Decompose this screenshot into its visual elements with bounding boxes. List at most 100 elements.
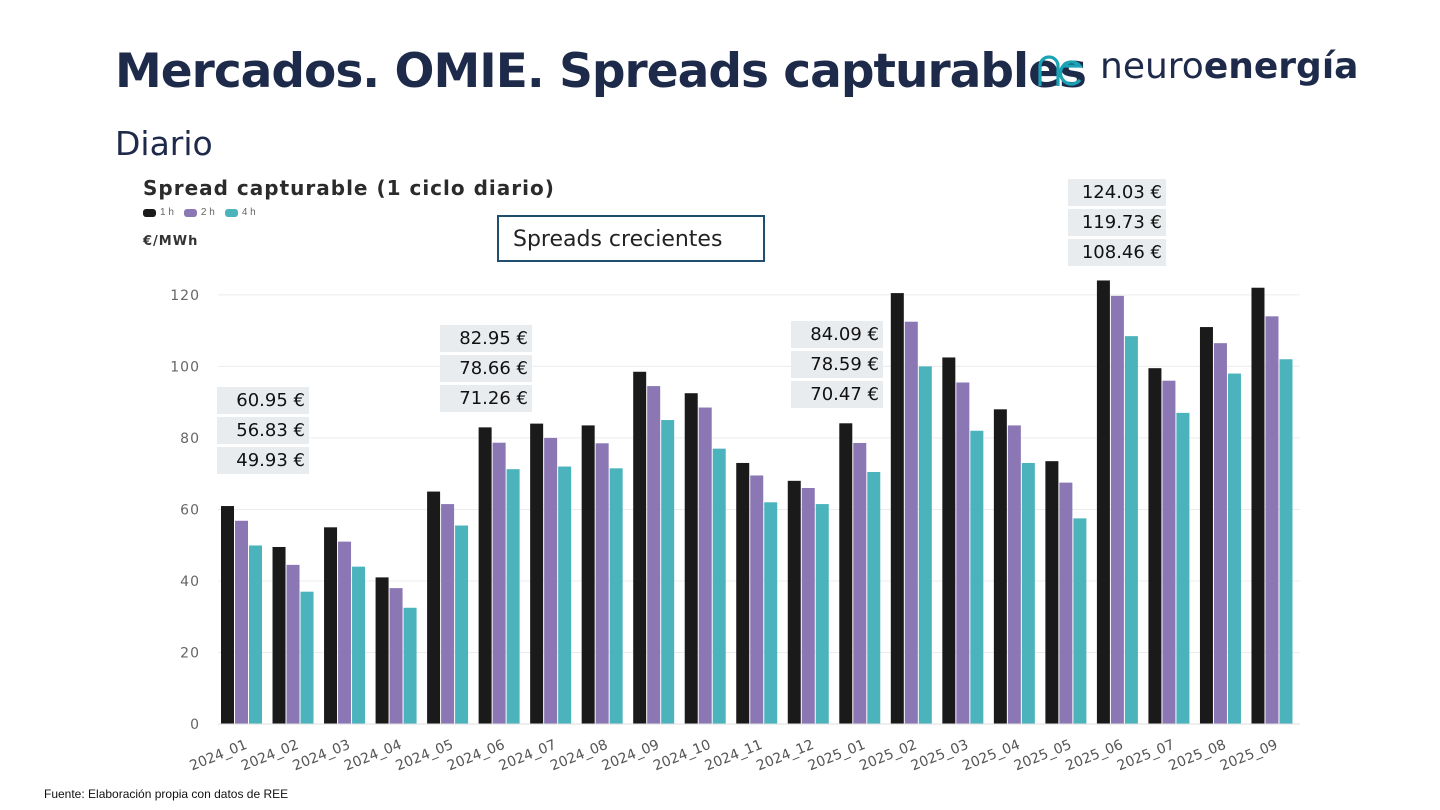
bar-2024_02-2h <box>286 564 300 724</box>
brand-wordmark-bold: energía <box>1203 46 1359 87</box>
spreads-crecientes-callout: Spreads crecientes <box>497 215 765 262</box>
x-tick-label: 2025_02 <box>857 737 919 774</box>
bar-2025_08-2h <box>1213 343 1227 724</box>
x-tick-label: 2024_04 <box>342 737 404 775</box>
bar-2024_09-1h <box>633 371 647 724</box>
legend-label-4h: 4 h <box>241 207 256 218</box>
bar-2025_03-2h <box>956 382 970 724</box>
value-label-4h: 49.93 € <box>217 447 309 474</box>
bar-2024_08-4h <box>609 468 623 724</box>
x-tick-label: 2025_07 <box>1115 737 1177 774</box>
bar-2025_01-4h <box>867 471 881 724</box>
bar-2024_12-4h <box>815 504 829 724</box>
bar-2024_08-1h <box>581 425 595 724</box>
value-box-2025-01: 84.09 € 78.59 € 70.47 € <box>791 321 883 411</box>
bar-2024_11-1h <box>736 462 750 724</box>
value-label-1h: 84.09 € <box>791 321 883 348</box>
value-label-1h: 60.95 € <box>217 387 309 414</box>
bar-2024_02-1h <box>272 546 286 724</box>
page-subtitle: Diario <box>115 124 213 163</box>
bar-2024_11-4h <box>764 502 778 724</box>
bar-2025_06-4h <box>1124 336 1138 724</box>
x-tick-label: 2025_05 <box>1012 737 1074 774</box>
value-label-2h: 78.66 € <box>440 355 532 382</box>
x-tick-label: 2024_05 <box>394 737 456 774</box>
x-tick-label: 2025_03 <box>909 737 971 774</box>
bar-2025_06-2h <box>1110 295 1124 724</box>
x-tick-label: 2024_11 <box>703 737 765 774</box>
bar-2024_07-2h <box>544 437 558 724</box>
bar-2024_12-1h <box>787 480 801 724</box>
neuroenergia-logo-icon <box>1038 55 1084 86</box>
bar-2024_05-1h <box>427 491 441 724</box>
value-box-2024-01: 60.95 € 56.83 € 49.93 € <box>217 387 309 477</box>
y-tick-label: 100 <box>170 359 200 375</box>
bar-2025_09-4h <box>1279 359 1293 724</box>
bar-2024_02-4h <box>300 591 314 724</box>
x-tick-label: 2025_09 <box>1218 737 1280 774</box>
bar-2025_07-4h <box>1176 412 1190 724</box>
bar-2025_05-2h <box>1059 482 1073 724</box>
bar-2024_11-2h <box>750 475 764 724</box>
x-tick-label: 2025_06 <box>1063 737 1125 775</box>
bar-2025_04-4h <box>1021 462 1035 724</box>
bar-2025_05-4h <box>1073 518 1087 724</box>
value-box-2024-06: 82.95 € 78.66 € 71.26 € <box>440 325 532 415</box>
value-label-1h: 124.03 € <box>1068 179 1166 206</box>
bar-2024_06-4h <box>506 469 520 724</box>
bar-2025_08-4h <box>1227 373 1241 724</box>
legend-swatch-2h <box>183 208 197 217</box>
bar-2024_01-4h <box>249 545 262 724</box>
bar-2025_06-1h <box>1096 280 1110 724</box>
value-label-2h: 78.59 € <box>791 351 883 378</box>
legend-item-4h: 4 h <box>224 207 256 218</box>
legend-item-2h: 2 h <box>183 207 215 218</box>
legend-label-1h: 1 h <box>160 207 174 218</box>
bar-2025_03-4h <box>970 430 984 724</box>
bar-2025_02-1h <box>890 293 904 724</box>
y-tick-label: 120 <box>170 288 200 304</box>
source-note: Fuente: Elaboración propia con datos de … <box>44 787 289 801</box>
x-tick-label: 2024_10 <box>651 737 713 774</box>
y-tick-label: 20 <box>180 645 200 661</box>
bar-2024_04-1h <box>375 577 389 724</box>
y-axis-unit: €/MWh <box>143 234 199 249</box>
bar-2024_04-2h <box>389 588 403 724</box>
bar-2024_01-2h <box>235 520 248 724</box>
brand-wordmark: neuroenergía <box>1100 46 1358 87</box>
bar-2025_02-4h <box>918 366 932 724</box>
y-tick-label: 80 <box>180 431 200 447</box>
brand-wordmark-prefix: neuro <box>1100 46 1204 87</box>
bar-2024_04-4h <box>403 607 417 724</box>
bar-2024_01-1h <box>221 506 234 724</box>
legend-item-1h: 1 h <box>143 207 174 218</box>
value-label-4h: 70.47 € <box>791 381 883 408</box>
chart-legend: 1 h 2 h 4 h <box>143 207 256 218</box>
value-box-2025-06: 124.03 € 119.73 € 108.46 € <box>1068 179 1166 269</box>
y-tick-label: 0 <box>190 717 200 733</box>
bar-2024_05-2h <box>441 504 455 724</box>
page-title: Mercados. OMIE. Spreads capturables <box>115 44 1087 99</box>
bar-2025_09-2h <box>1265 316 1279 724</box>
bar-2024_10-2h <box>698 407 712 724</box>
bar-2024_03-2h <box>338 541 352 724</box>
bar-2024_12-2h <box>801 487 815 724</box>
x-tick-label: 2025_04 <box>960 737 1022 775</box>
bar-2025_07-1h <box>1148 368 1162 724</box>
x-tick-label: 2024_12 <box>754 737 816 774</box>
legend-swatch-1h <box>143 208 156 217</box>
bar-2025_05-1h <box>1045 461 1059 724</box>
chart-title: Spread capturable (1 ciclo diario) <box>143 176 555 200</box>
y-tick-label: 40 <box>180 574 200 590</box>
bar-2024_09-2h <box>647 386 661 724</box>
value-label-4h: 108.46 € <box>1068 239 1166 266</box>
x-tick-label: 2024_07 <box>497 737 559 774</box>
bar-2025_01-2h <box>853 442 867 724</box>
legend-swatch-4h <box>224 208 238 217</box>
bar-2024_06-1h <box>478 427 492 724</box>
bar-2024_06-2h <box>492 442 506 724</box>
value-label-2h: 119.73 € <box>1068 209 1166 236</box>
bar-2024_07-4h <box>558 466 572 724</box>
bar-2024_05-4h <box>455 525 469 724</box>
